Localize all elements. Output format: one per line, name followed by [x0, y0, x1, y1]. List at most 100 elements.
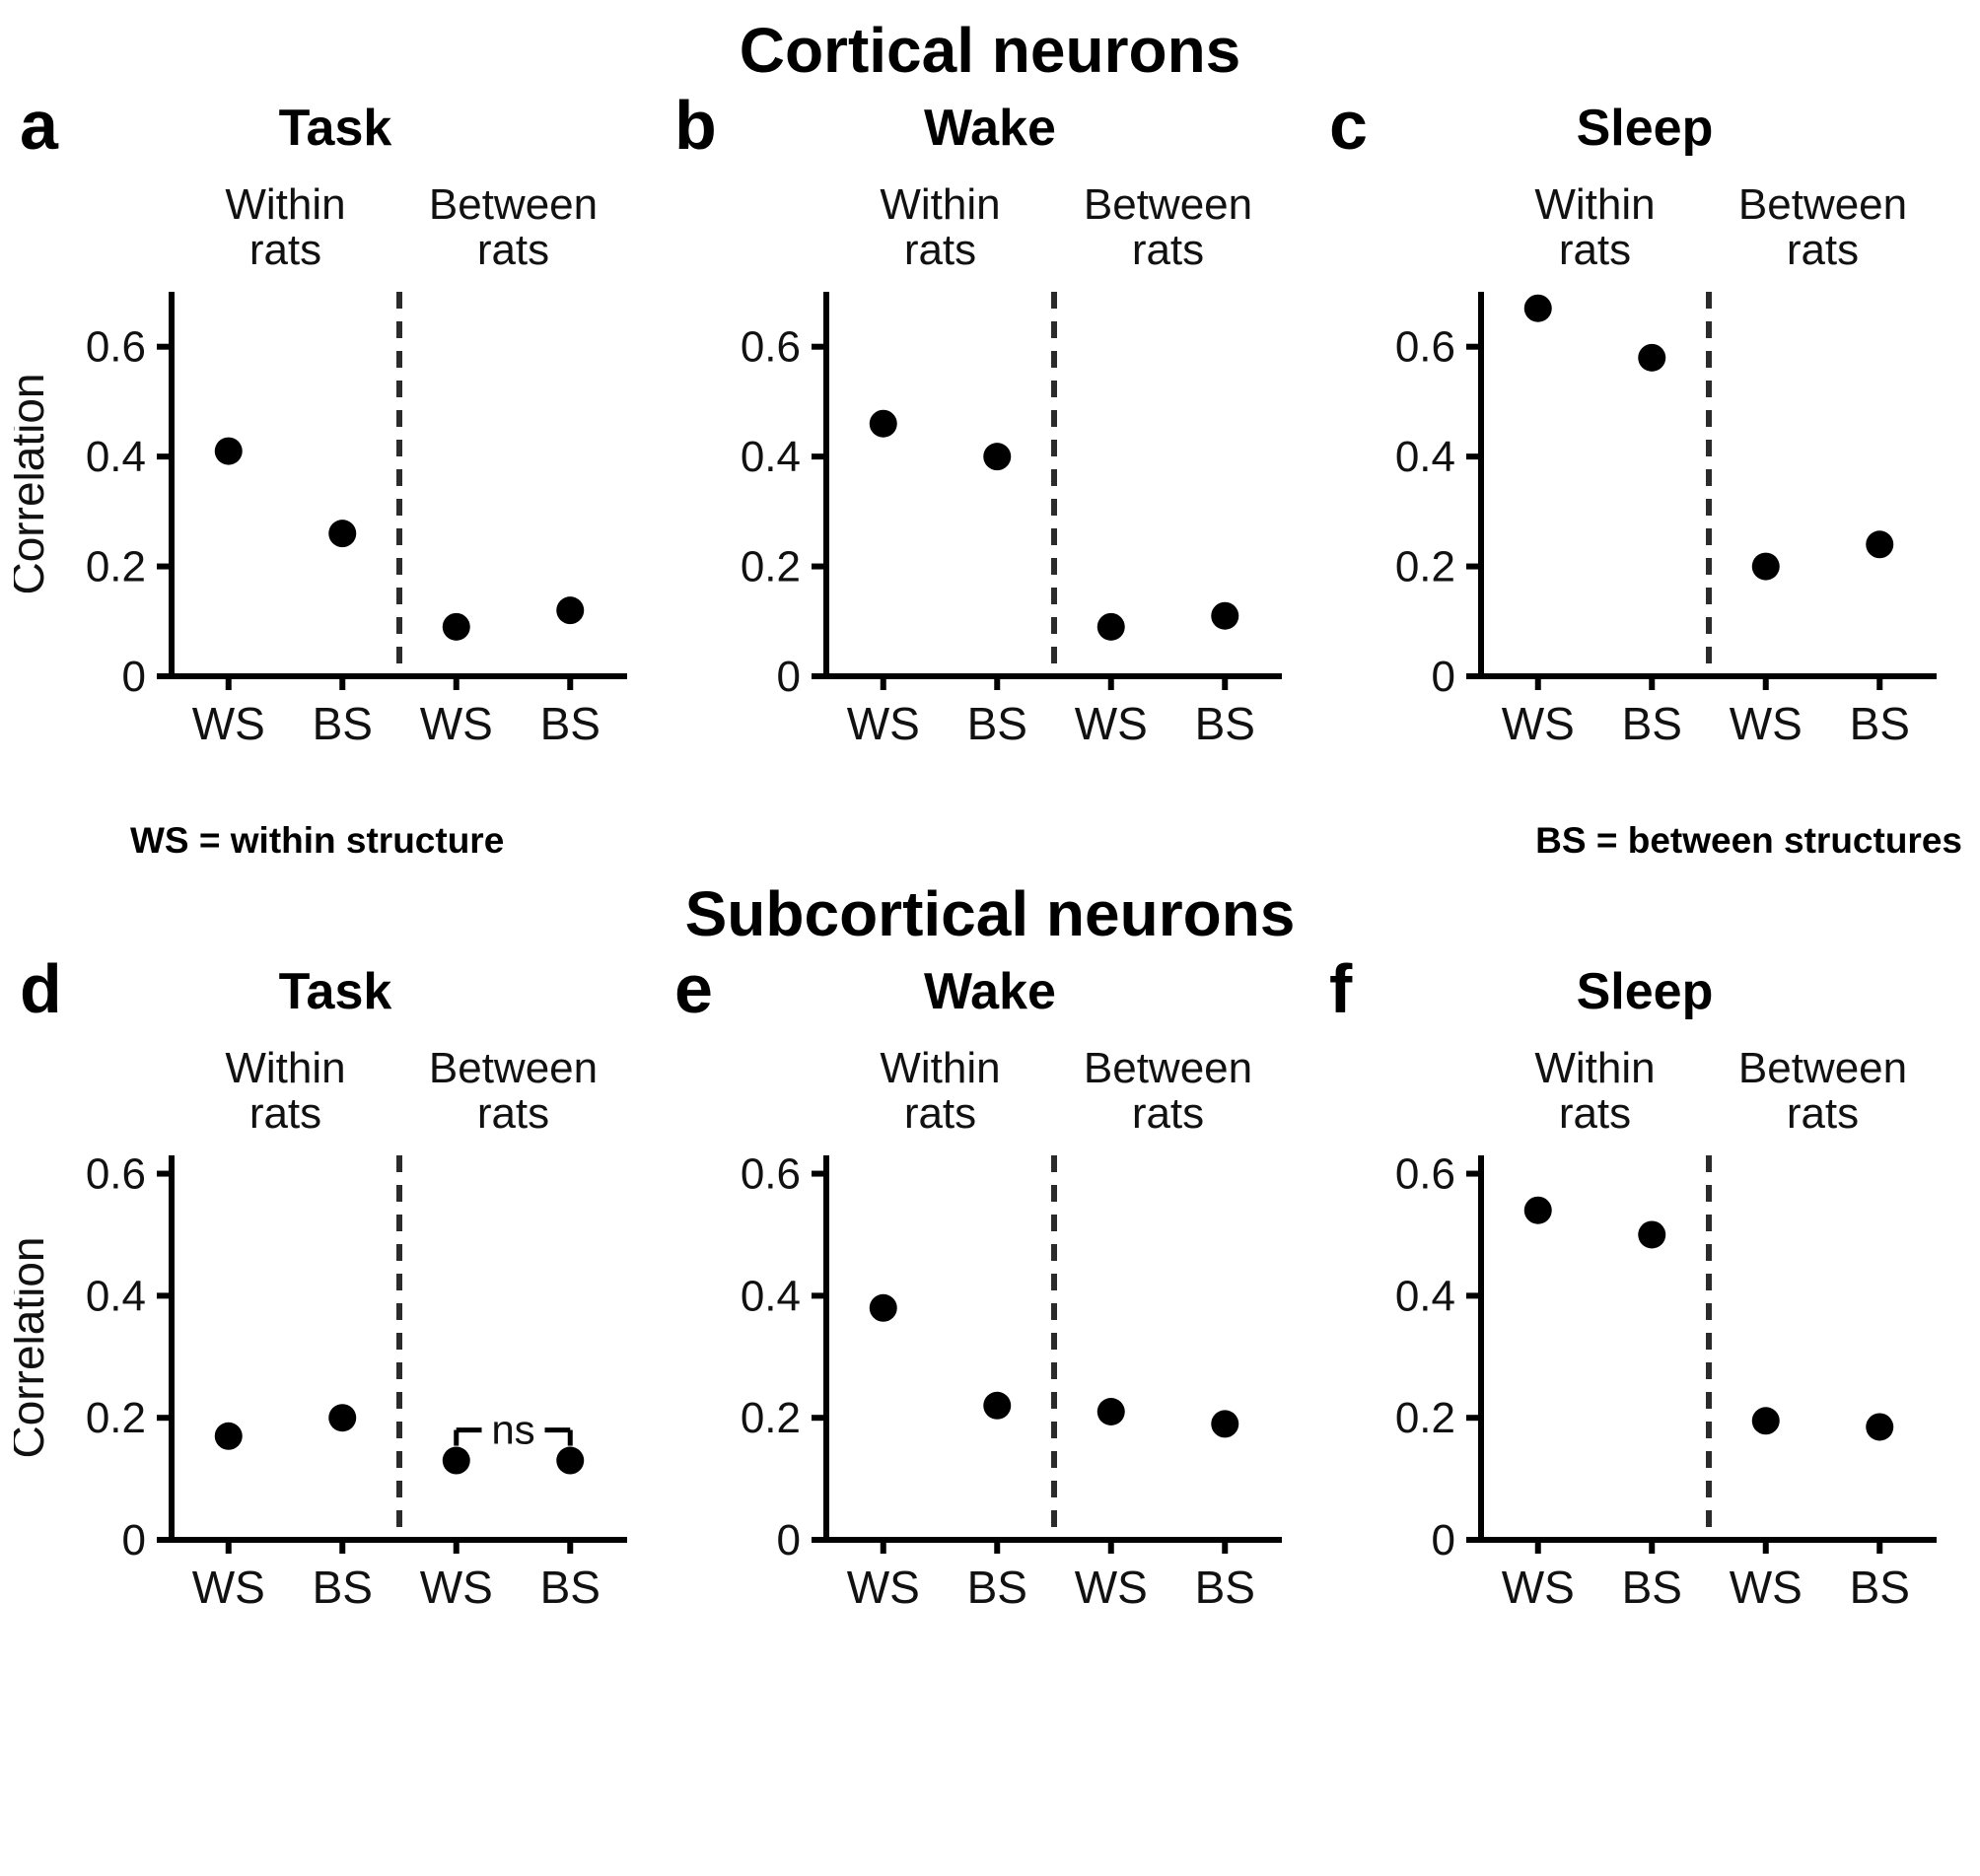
y-tick-label: 0.6: [741, 1150, 801, 1199]
y-tick-label: 0.6: [86, 1150, 146, 1199]
x-tick-label: WS: [420, 698, 493, 749]
panel-e-header: e Wake: [669, 954, 1311, 1037]
x-tick-label: BS: [1850, 1562, 1910, 1613]
x-tick-label: BS: [1622, 698, 1682, 749]
data-point: [442, 1446, 470, 1475]
panel-f: f Sleep Within rats Between rats 0 0.2 0.4 0.6 W…: [1323, 954, 1966, 1672]
section-title-cortical: Cortical neurons: [739, 15, 1241, 86]
group-label: Within: [225, 180, 345, 229]
group-label: rats: [1559, 1089, 1631, 1138]
group-label: Within: [225, 1044, 345, 1092]
legend-ws: WS = within structure: [130, 820, 505, 861]
panel-title: Wake: [924, 963, 1056, 1020]
y-tick-label: 0: [1432, 653, 1455, 701]
data-point: [1638, 343, 1666, 372]
x-tick-label: WS: [1502, 698, 1575, 749]
x-tick-label: BS: [1195, 698, 1255, 749]
x-tick-label: WS: [192, 698, 265, 749]
data-point: [983, 1391, 1012, 1420]
data-point: [328, 1404, 357, 1432]
panel-b-plot: Within rats Between rats 0 0.2 0.4 0.6 WS BS WS BS: [669, 174, 1311, 808]
panel-title: Wake: [924, 100, 1056, 157]
y-tick-label: 0.6: [86, 323, 146, 372]
data-point: [869, 1293, 897, 1322]
group-label: rats: [904, 1089, 976, 1138]
panel-b-header: b Wake: [669, 91, 1311, 174]
y-tick-label: 0.2: [741, 1394, 801, 1442]
data-point: [1096, 1398, 1125, 1425]
data-point: [328, 520, 357, 548]
x-tick-label: BS: [1622, 1562, 1682, 1613]
panel-letter: a: [20, 87, 58, 164]
y-tick-label: 0.2: [1395, 1394, 1455, 1442]
data-point: [1866, 1413, 1894, 1441]
group-label: rats: [1787, 226, 1859, 274]
panel-e: e Wake Within rats Between rats 0 0.2 0.4 0.6 WS…: [669, 954, 1311, 1672]
data-point: [556, 1446, 585, 1475]
panel-d-header: d Task: [14, 954, 657, 1037]
panel-b: b Wake Within rats Between rats 0 0.2 0.4 0.6 WS…: [669, 91, 1311, 808]
panel-a-header: a Task: [14, 91, 657, 174]
x-tick-label: BS: [540, 698, 601, 749]
group-label: Within: [1534, 1044, 1655, 1092]
data-point: [1866, 530, 1894, 559]
group-label: Between: [429, 1044, 598, 1092]
x-tick-label: BS: [540, 1562, 601, 1613]
panel-e-plot: Within rats Between rats 0 0.2 0.4 0.6 WS BS WS BS: [669, 1037, 1311, 1672]
y-tick-label: 0.4: [1395, 433, 1455, 481]
group-label: Within: [880, 1044, 1000, 1092]
y-tick-label: 0: [1432, 1516, 1455, 1564]
y-tick-label: 0.2: [741, 543, 801, 591]
x-tick-label: WS: [1730, 1562, 1803, 1613]
panel-d-plot: Within rats Between rats 0 0.2 0.4 0.6 WS BS WS BS C…: [14, 1037, 657, 1672]
x-tick-label: BS: [1850, 698, 1910, 749]
cortical-row: a Task Within rats Between rats 0 0.2 0.4 0.6 WS…: [0, 91, 1980, 808]
data-point: [1638, 1220, 1666, 1249]
y-axis-label: Correlation: [14, 1237, 53, 1459]
y-tick-label: 0.2: [1395, 543, 1455, 591]
section-title-subcortical: Subcortical neurons: [684, 878, 1296, 949]
x-tick-label: WS: [1075, 698, 1148, 749]
x-tick-label: BS: [967, 1562, 1027, 1613]
panel-title: Sleep: [1576, 963, 1714, 1020]
y-tick-label: 0.4: [1395, 1272, 1455, 1320]
x-tick-label: WS: [847, 1562, 920, 1613]
group-label: Within: [880, 180, 1000, 229]
ns-annotation: ns: [454, 1407, 573, 1453]
x-tick-label: WS: [1075, 1562, 1148, 1613]
panel-f-header: f Sleep: [1323, 954, 1966, 1037]
x-tick-label: BS: [313, 1562, 373, 1613]
data-point: [214, 1422, 243, 1450]
data-point: [1211, 601, 1239, 630]
panel-a-plot: Within rats Between rats 0 0.2 0.4 0.6 WS BS WS BS C…: [14, 174, 657, 808]
x-tick-label: BS: [313, 698, 373, 749]
panel-c-header: c Sleep: [1323, 91, 1966, 174]
group-label: rats: [249, 1089, 321, 1138]
y-tick-label: 0.4: [741, 1272, 801, 1320]
group-label: Between: [1084, 180, 1252, 229]
panel-c-plot: Within rats Between rats 0 0.2 0.4 0.6 WS BS WS BS: [1323, 174, 1966, 808]
group-label: rats: [1787, 1089, 1859, 1138]
y-axis-label: Correlation: [14, 374, 53, 595]
y-tick-label: 0.2: [86, 1394, 146, 1442]
group-label: Between: [1738, 1044, 1907, 1092]
panel-letter: f: [1329, 950, 1353, 1027]
data-point: [869, 409, 897, 438]
panel-title: Task: [278, 100, 392, 157]
panel-title: Sleep: [1576, 100, 1714, 157]
group-label: rats: [1559, 226, 1631, 274]
x-tick-label: BS: [967, 698, 1027, 749]
y-tick-label: 0.6: [1395, 323, 1455, 372]
x-tick-label: BS: [1195, 1562, 1255, 1613]
panel-letter: d: [20, 950, 62, 1027]
data-point: [1211, 1410, 1239, 1438]
panel-title: Task: [278, 963, 392, 1020]
group-label: rats: [904, 226, 976, 274]
